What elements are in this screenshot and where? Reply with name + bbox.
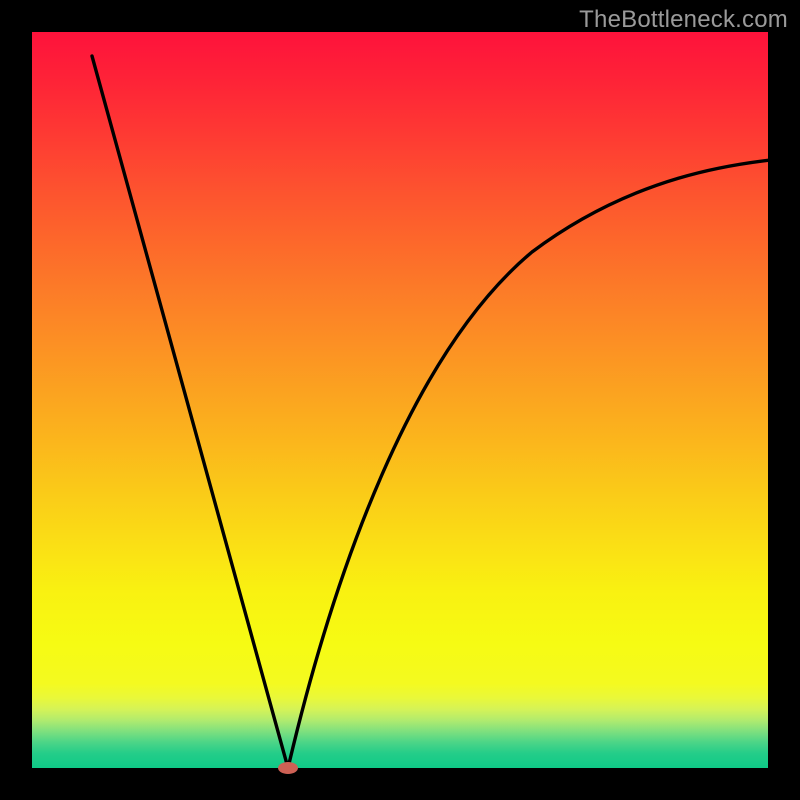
plot-area bbox=[32, 32, 800, 774]
curve-minimum-marker bbox=[278, 762, 298, 774]
chart-svg bbox=[0, 0, 800, 800]
chart-stage: TheBottleneck.com bbox=[0, 0, 800, 800]
gradient-background bbox=[32, 32, 768, 768]
watermark-text: TheBottleneck.com bbox=[579, 6, 788, 34]
